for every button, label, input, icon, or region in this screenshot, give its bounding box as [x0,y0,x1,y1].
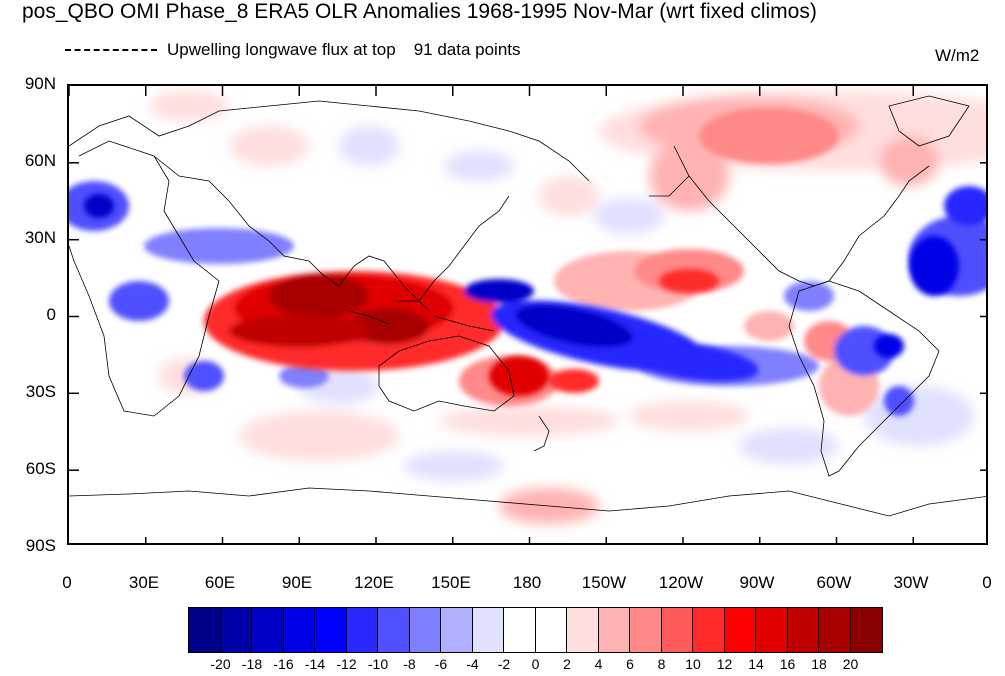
colorbar-tick-label: 16 [779,656,796,672]
colorbar-box [315,608,347,652]
colorbar-box [220,608,252,652]
lon-label-150w: 150W [581,573,627,592]
colorbar-tick-label: 2 [563,656,571,672]
axis-ticks [69,86,986,543]
colorbar-box [283,608,315,652]
colorbar-box [567,608,599,652]
lon-label-90w: 90W [739,573,775,592]
lon-label-30e: 30E [128,573,160,592]
dashed-line-legend-icon [65,49,157,51]
lat-label-eq: 0 [46,305,56,324]
colorbar-tick-label: -10 [367,656,389,672]
lon-label-60w: 60W [816,573,852,592]
colorbar-box [535,608,567,652]
colorbar-box [756,608,788,652]
lon-label-60e: 60E [204,573,236,592]
colorbar-tick-label: -20 [210,656,231,672]
colorbar-tick-label: -16 [273,656,294,672]
map-title: pos_QBO OMI Phase_8 ERA5 OLR Anomalies 1… [22,0,817,23]
lat-label-30n: 30N [24,228,56,247]
lon-label-0: 0 [62,573,72,592]
lat-label-60s: 60S [25,459,56,478]
colorbar-tick-label: 14 [748,656,764,672]
colorbar-tick-label: 4 [594,656,603,672]
colorbar-tick-label: -18 [241,656,263,672]
colorbar-box [693,608,725,652]
legend-text: Upwelling longwave flux at top [167,40,396,59]
colorbar-tick-label: -4 [466,656,479,672]
colorbar-box [787,608,819,652]
colorbar-box [598,608,630,652]
colorbar-box [378,608,410,652]
lon-label-0-east: 0 [982,573,992,592]
colorbar-tick-label: -8 [403,656,416,672]
units-label: W/m2 [935,46,980,65]
colorbar-box [441,608,473,652]
colorbar-box [252,608,284,652]
lon-label-150e: 150E [431,573,471,592]
lat-label-90s: 90S [25,536,56,555]
colorbar-tick-label: 18 [811,656,827,672]
colorbar-tick-label: -2 [497,656,511,672]
colorbar-tick-label: 0 [531,656,540,672]
colorbar-tick-label: -12 [336,656,357,672]
colorbar [188,607,883,653]
colorbar-box [850,608,882,652]
colorbar-box [724,608,756,652]
weak-anomaly-layer [149,91,986,524]
subtitle-line: Upwelling longwave flux at top 91 data p… [65,40,521,60]
lat-label-90n: 90N [24,74,56,93]
coastlines [69,95,986,517]
colorbar-box [661,608,693,652]
map-plot [67,84,988,545]
colorbar-box [819,608,851,652]
colorbar-box [409,608,441,652]
colorbar-tick-label: -6 [434,656,448,672]
colorbar-tick-label: -14 [304,656,326,672]
colorbar-tick-label: 8 [657,656,666,672]
lon-label-120e: 120E [354,573,394,592]
colorbar-box [630,608,662,652]
colorbar-box [472,608,504,652]
colorbar-box [189,608,221,652]
lon-label-120w: 120W [658,573,704,592]
colorbar-tick-label: 12 [716,656,733,672]
colorbar-box [346,608,378,652]
lon-label-90e: 90E [281,573,313,592]
colorbar-tick-label: 10 [685,656,701,672]
strong-anomaly-layer [84,194,959,396]
lon-label-180: 180 [512,573,542,592]
colorbar-tick-label: 6 [626,656,634,672]
lat-label-30s: 30S [25,382,56,401]
colorbar-box [504,608,536,652]
lon-label-30w: 30W [893,573,929,592]
data-points-text: 91 data points [413,40,521,59]
colorbar-tick-label: 20 [842,656,859,672]
lat-label-60n: 60N [24,151,56,170]
anomaly-map-svg [69,86,986,543]
